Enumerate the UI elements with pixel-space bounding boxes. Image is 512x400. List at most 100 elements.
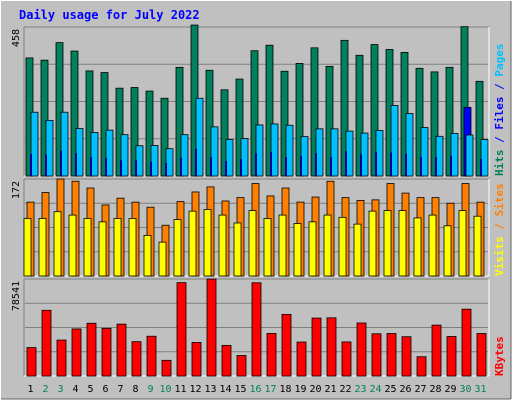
day-label-17: 17	[264, 384, 276, 395]
visits-bar	[428, 214, 437, 277]
kbytes-bar	[401, 336, 412, 377]
kbytes-day-28	[431, 324, 442, 377]
pages-bar	[120, 134, 129, 177]
kbytes-day-21	[326, 317, 337, 377]
kbytes-bar	[146, 335, 157, 377]
kbytes-bar	[311, 317, 322, 377]
hits-bar	[265, 44, 274, 177]
hits-bar	[325, 65, 334, 177]
visits-day-7	[113, 197, 125, 277]
kbytes-day-2	[41, 309, 52, 377]
hits-legend: Hits / Files / Pages	[493, 44, 506, 177]
kbytes-bar	[371, 333, 382, 377]
day-label-22: 22	[339, 384, 351, 395]
visits-bar	[23, 218, 32, 277]
hits-bar	[250, 50, 259, 177]
hits-day-4	[70, 50, 84, 177]
pages-bar	[450, 132, 459, 177]
files-bar	[165, 162, 167, 176]
hits-day-24	[370, 44, 384, 177]
kbytes-bar	[251, 282, 262, 377]
visits-day-3	[53, 178, 65, 277]
kbytes-bar	[356, 322, 367, 377]
visits-bar	[158, 241, 167, 277]
day-label-3: 3	[57, 384, 63, 395]
hits-day-15	[235, 78, 249, 177]
visits-bar	[278, 214, 287, 277]
visits-bar	[188, 210, 197, 277]
hits-legend-item-0: Hits	[493, 150, 506, 177]
hits-bar	[145, 90, 154, 177]
visits-bar	[128, 218, 137, 277]
hits-bar	[355, 54, 364, 177]
hits-bar	[280, 70, 289, 177]
files-bar	[225, 161, 227, 176]
visits-day-21	[323, 180, 335, 277]
kbytes-bar	[116, 323, 127, 377]
day-label-26: 26	[399, 384, 411, 395]
files-bar	[30, 153, 32, 176]
hits-bar	[130, 87, 139, 177]
kbytes-bar	[446, 336, 457, 377]
hits-day-26	[400, 51, 414, 177]
pages-bar	[75, 128, 84, 177]
visits-day-20	[308, 196, 320, 277]
visits-bar	[458, 210, 467, 277]
files-bar	[390, 152, 392, 176]
day-label-18: 18	[279, 384, 291, 395]
files-bar	[405, 153, 407, 176]
kbytes-day-23	[356, 322, 367, 377]
kbytes-bar	[266, 332, 277, 377]
day-label-19: 19	[294, 384, 306, 395]
visits-day-19	[293, 201, 305, 277]
pages-bar	[435, 135, 444, 177]
pages-bar	[90, 132, 99, 177]
visits-bar	[68, 214, 77, 277]
kbytes-bar	[71, 328, 82, 377]
hits-bar	[415, 67, 424, 177]
pages-bar	[480, 139, 489, 177]
visits-bar	[113, 218, 122, 277]
visits-legend-item-1: /	[493, 216, 506, 236]
visits-day-24	[368, 199, 380, 277]
files-bar	[330, 157, 332, 176]
kbytes-day-8	[131, 341, 142, 377]
visits-bar	[413, 217, 422, 277]
hits-bar	[235, 78, 244, 177]
visits-bar	[263, 218, 272, 277]
visits-bar	[173, 219, 182, 277]
panel-kbytes: 78541 KBytes	[11, 278, 506, 377]
files-bar	[135, 160, 137, 176]
kbytes-day-13	[206, 278, 217, 377]
day-label-20: 20	[309, 384, 321, 395]
hits-bar	[295, 63, 304, 177]
day-label-12: 12	[189, 384, 201, 395]
kbytes-day-1	[26, 347, 37, 377]
kbytes-bar	[296, 341, 307, 377]
pages-bar	[300, 136, 309, 177]
visits-day-11	[173, 201, 185, 277]
kbytes-day-17	[266, 332, 277, 377]
hits-bar	[55, 42, 64, 177]
files-bar	[180, 157, 182, 176]
visits-bar	[143, 234, 152, 277]
visits-day-28	[428, 197, 440, 277]
visits-bar	[38, 218, 47, 277]
visits-day-30	[458, 183, 470, 277]
visits-bar	[383, 210, 392, 277]
hits-day-27	[415, 67, 429, 177]
visits-day-22	[338, 197, 350, 277]
kbytes-bar	[416, 356, 427, 377]
hits-bar	[310, 47, 319, 177]
hits-bar	[70, 50, 79, 177]
kbytes-bar	[461, 308, 472, 377]
pages-bar	[60, 111, 69, 177]
day-label-6: 6	[102, 384, 108, 395]
kbytes-bar	[191, 342, 202, 377]
visits-bar	[98, 221, 107, 277]
kbytes-bar	[161, 359, 172, 377]
visits-day-15	[233, 197, 245, 277]
day-label-23: 23	[354, 384, 366, 395]
